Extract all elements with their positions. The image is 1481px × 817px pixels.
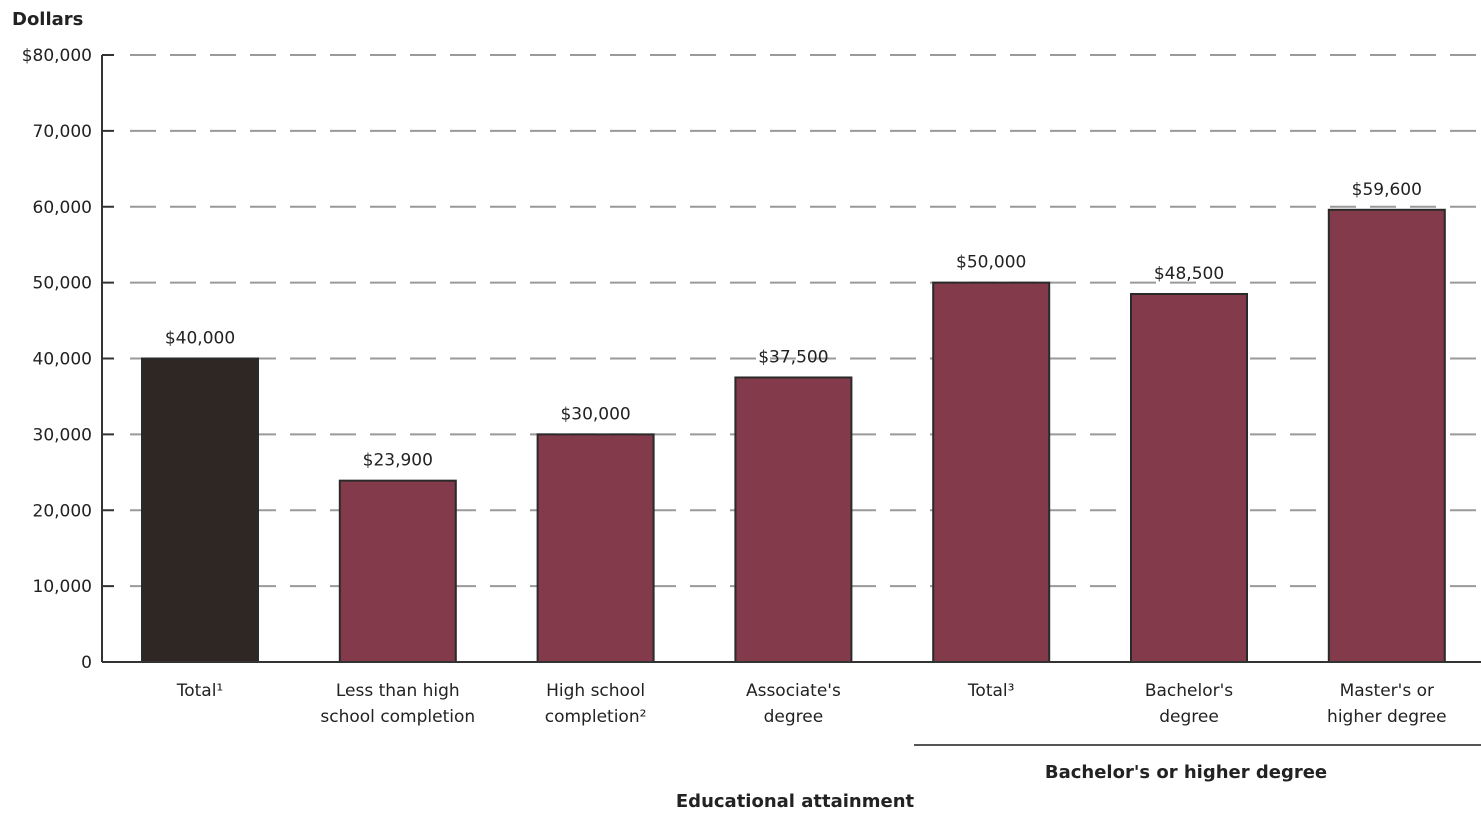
- x-tick-label: Master's or higher degree: [1327, 681, 1447, 727]
- y-axis-title: Dollars: [12, 9, 83, 30]
- x-tick-label-line: Total³: [967, 681, 1015, 701]
- x-tick-label-line: Less than high: [336, 681, 460, 701]
- data-label: $30,000: [560, 404, 630, 424]
- x-tick-label-line: Associate's: [746, 681, 841, 701]
- x-axis-title: Educational attainment: [676, 791, 915, 812]
- x-tick-label-line: Master's or: [1340, 681, 1434, 701]
- x-tick-label: Total¹: [176, 681, 224, 701]
- y-tick-label: 20,000: [33, 501, 92, 521]
- x-tick-label-line: completion²: [545, 707, 647, 727]
- x-axis-ticks: Total¹ Less than high school completion Hig…: [176, 681, 1447, 727]
- x-tick-label: Associate's degree: [746, 681, 841, 727]
- bar: [734, 376, 853, 663]
- y-tick-label: $80,000: [22, 46, 92, 66]
- x-tick-label-line: school completion: [320, 707, 475, 727]
- group-label: Bachelor's or higher degree: [1045, 762, 1327, 783]
- x-tick-label-line: degree: [1159, 707, 1219, 727]
- data-labels: $40,000 $23,900 $30,000 $37,500 $50,000 $48,5…: [165, 180, 1422, 471]
- y-tick-label: 0: [81, 653, 92, 673]
- data-label: $37,500: [758, 347, 828, 367]
- bar: [932, 281, 1051, 663]
- y-tick-label: 40,000: [33, 350, 92, 370]
- bar: [141, 357, 259, 663]
- data-label: $50,000: [956, 253, 1026, 273]
- bar: [1130, 293, 1248, 663]
- y-tick-label: 50,000: [33, 274, 92, 294]
- y-axis-ticks: 0 10,000 20,000 30,000 40,000 50,000 60,000 70,…: [22, 46, 114, 673]
- x-tick-label-line: higher degree: [1327, 707, 1447, 727]
- x-tick-label: High school completion²: [545, 681, 647, 727]
- x-tick-label-line: High school: [546, 681, 645, 701]
- y-tick-label: 70,000: [33, 122, 92, 142]
- y-tick-label: 30,000: [33, 425, 92, 445]
- x-tick-label: Total³: [967, 681, 1015, 701]
- x-tick-label-line: degree: [764, 707, 824, 727]
- bar: [1327, 208, 1446, 663]
- bars: [141, 208, 1446, 663]
- x-tick-label: Bachelor's degree: [1145, 681, 1233, 727]
- data-label: $48,500: [1154, 264, 1224, 284]
- bar: [536, 433, 655, 663]
- y-tick-label: 10,000: [33, 577, 92, 597]
- data-label: $40,000: [165, 329, 235, 349]
- bar: [338, 479, 457, 663]
- x-tick-label-line: Total¹: [176, 681, 224, 701]
- y-tick-label: 60,000: [33, 198, 92, 218]
- data-label: $23,900: [363, 451, 433, 471]
- data-label: $59,600: [1352, 180, 1422, 200]
- x-tick-label-line: Bachelor's: [1145, 681, 1233, 701]
- x-tick-label: Less than high school completion: [320, 681, 475, 727]
